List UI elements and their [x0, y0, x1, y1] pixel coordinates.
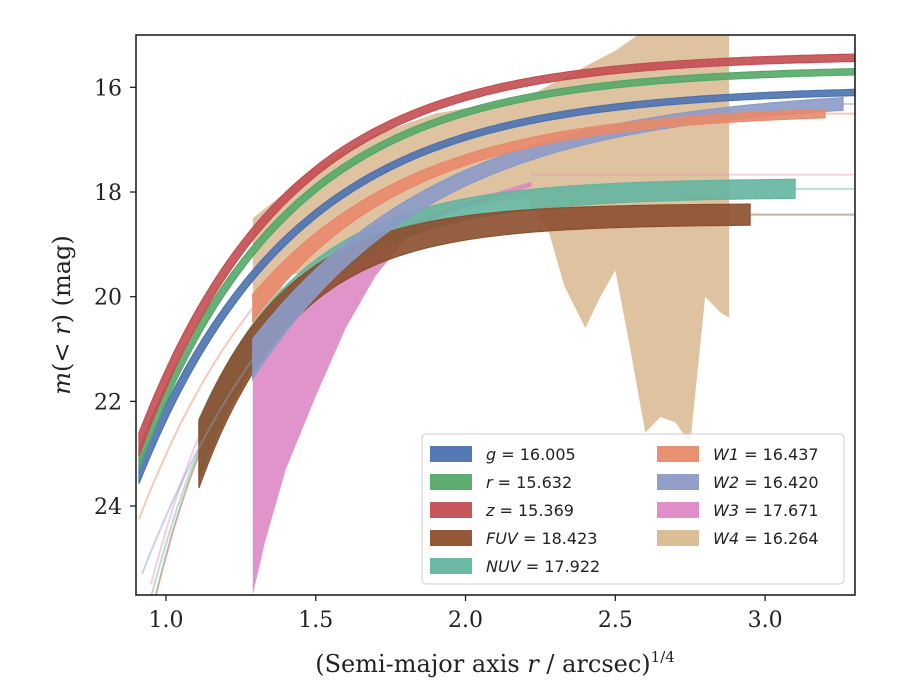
legend-swatch-w2	[657, 474, 699, 490]
legend-entry-z: z = 15.369	[485, 501, 574, 520]
x-tick-label: 2.5	[598, 608, 633, 633]
plot-frame	[135, 34, 856, 596]
series-band-w2	[252, 96, 844, 382]
legend-swatch-g	[430, 446, 472, 462]
legend-swatch-w3	[657, 502, 699, 518]
legend-entry-r: r = 15.632	[486, 473, 572, 492]
legend-entry-fuv: FUV = 18.423	[486, 529, 597, 548]
x-tick-label: 3.0	[748, 608, 783, 633]
series-w1	[138, 108, 855, 520]
y-tick-label: 20	[94, 286, 122, 311]
series-w2	[141, 96, 855, 575]
y-tick-label: 24	[94, 495, 122, 520]
legend-entry-w3: W3 = 17.671	[713, 501, 819, 520]
legend-swatch-w1	[657, 446, 699, 462]
y-tick-label: 18	[94, 181, 122, 206]
x-axis-ticks: 1.0 1.5 2.0 2.5 3.0	[148, 595, 783, 633]
series-band-g	[138, 88, 855, 484]
y-axis-label: m(< r) (mag)	[48, 235, 76, 395]
series-band-w1	[252, 108, 826, 323]
series-z	[138, 53, 855, 457]
legend-swatch-w4	[657, 530, 699, 546]
legend-entry-g: g = 16.005	[486, 445, 576, 464]
legend-swatch-fuv	[430, 530, 472, 546]
y-tick-label: 16	[94, 76, 122, 101]
series-g	[138, 88, 855, 484]
legend-frame	[421, 433, 845, 585]
series-band-r	[138, 67, 855, 469]
x-tick-label: 2.0	[448, 608, 483, 633]
series-lead-w1	[138, 307, 254, 520]
y-axis-ticks: 16 18 20 22 24	[94, 76, 136, 520]
series-lead-fuv	[154, 454, 200, 595]
legend: g = 16.005 r = 15.632 z = 15.369 FUV = 18.4…	[421, 433, 845, 585]
x-axis-label: (Semi-major axis r / arcsec)1/4	[315, 648, 675, 678]
series-lead-w2	[141, 358, 254, 575]
series-r	[138, 67, 855, 469]
legend-entry-nuv: NUV = 17.922	[486, 557, 600, 576]
x-tick-label: 1.5	[298, 608, 333, 633]
legend-swatch-z	[430, 502, 472, 518]
series-layer	[138, 35, 855, 595]
y-tick-label: 22	[94, 390, 122, 415]
series-band-z	[138, 53, 855, 457]
legend-entry-w2: W2 = 16.420	[713, 473, 819, 492]
series-lead-nuv	[150, 449, 200, 595]
legend-entry-w4: W4 = 16.264	[713, 529, 819, 548]
x-tick-label: 1.0	[148, 608, 183, 633]
legend-swatch-r	[430, 474, 472, 490]
legend-swatch-nuv	[430, 558, 472, 574]
legend-entry-w1: W1 = 16.437	[713, 445, 819, 464]
